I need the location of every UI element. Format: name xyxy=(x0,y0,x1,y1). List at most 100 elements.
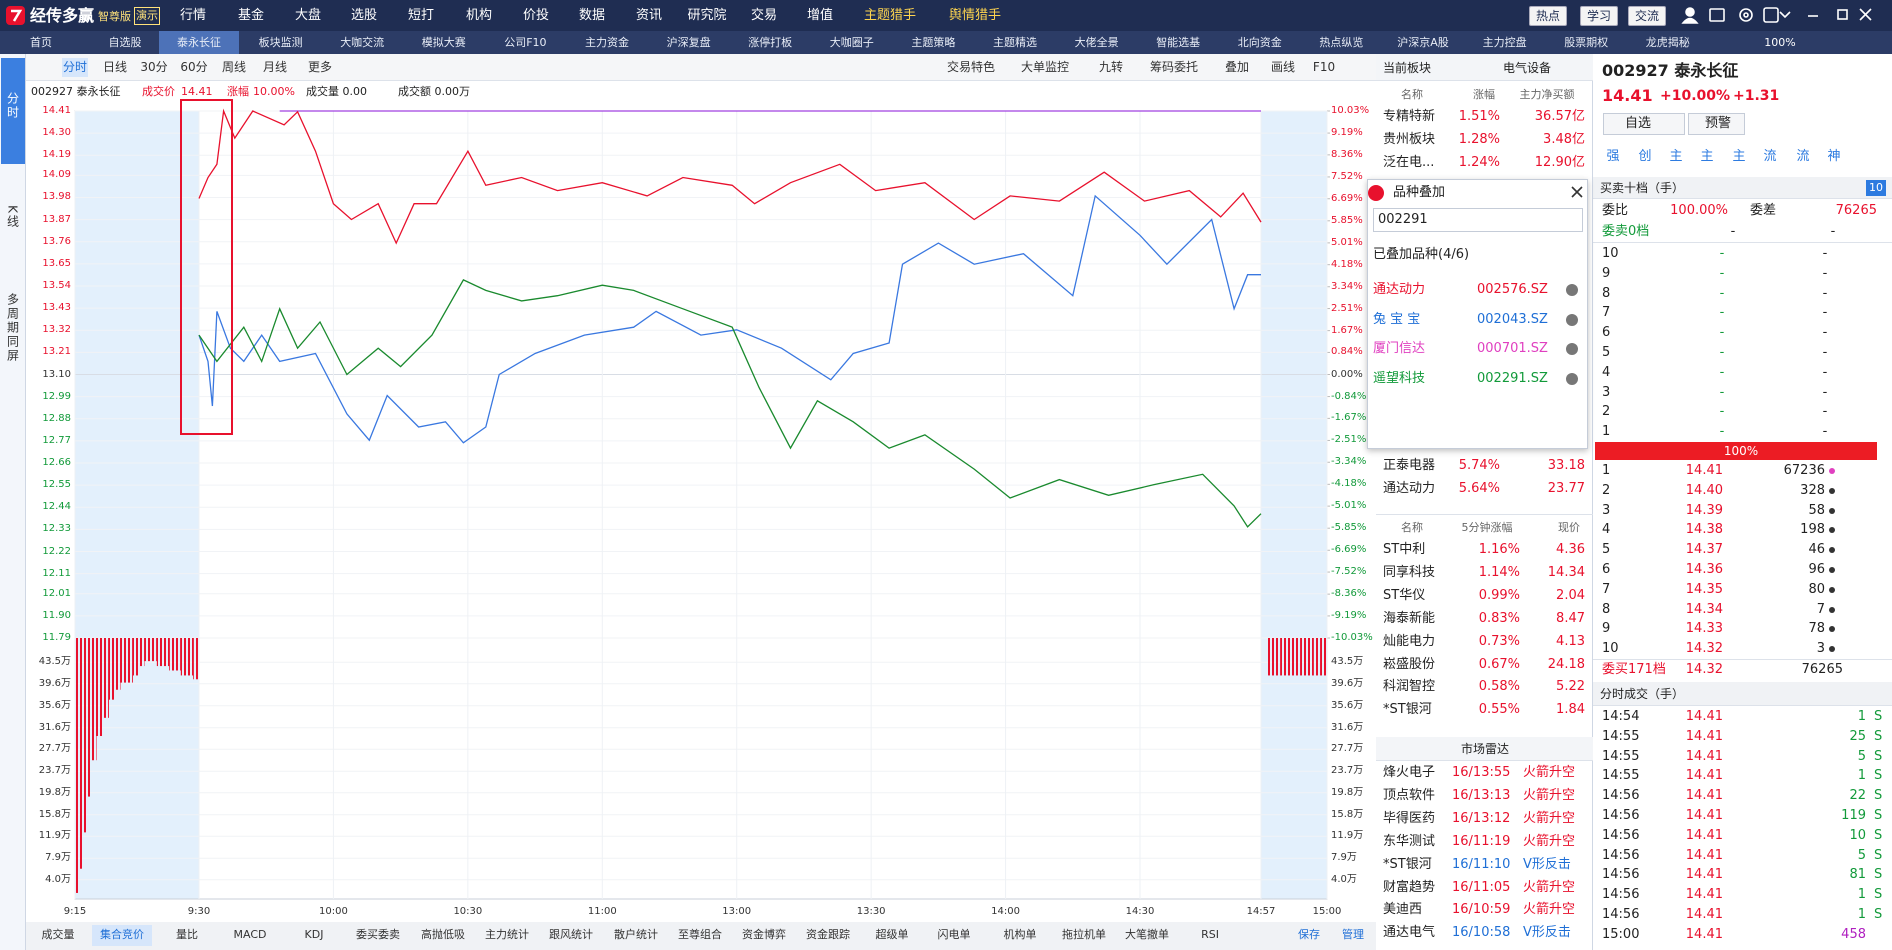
period-button[interactable]: 月线 xyxy=(262,60,288,74)
tab[interactable]: 热点纵览 xyxy=(1319,36,1364,49)
indicator-action[interactable]: 保存 xyxy=(1298,928,1320,941)
menu-item[interactable]: 机构 xyxy=(465,8,493,23)
tool-button[interactable]: F10 xyxy=(1312,60,1336,74)
menu-item[interactable]: 交易 xyxy=(750,8,778,23)
side-tab[interactable]: 多周期同屏 xyxy=(5,293,20,363)
period-button[interactable]: 日线 xyxy=(102,60,128,74)
active-period[interactable] xyxy=(62,58,88,77)
tab[interactable]: 涨停打板 xyxy=(748,36,793,49)
period-button[interactable]: 30分 xyxy=(140,60,168,74)
menu-item[interactable]: 资讯 xyxy=(635,8,663,23)
tab[interactable]: 主题精选 xyxy=(993,36,1037,49)
menu-item[interactable]: 舆情猎手 xyxy=(948,8,1002,23)
indicator-tab[interactable]: 大笔撤单 xyxy=(1125,928,1169,941)
menu-item[interactable]: 数据 xyxy=(578,8,606,23)
tab[interactable]: 大佬全景 xyxy=(1074,36,1119,49)
tab[interactable]: 股票期权 xyxy=(1564,36,1609,49)
tab[interactable]: 大咖圈子 xyxy=(829,36,874,49)
active-indicator[interactable] xyxy=(92,925,152,946)
menu-item[interactable]: 短打 xyxy=(407,8,435,23)
tab[interactable]: 沪深京A股 xyxy=(1397,36,1449,49)
alert-label[interactable]: 预警 xyxy=(1705,116,1732,131)
indicator-action[interactable]: 管理 xyxy=(1342,928,1364,941)
tab[interactable]: 沪深复盘 xyxy=(666,36,711,49)
remove-overlay[interactable] xyxy=(1566,343,1578,355)
period-button[interactable]: 分时 xyxy=(62,60,88,74)
active-tab[interactable] xyxy=(159,31,239,54)
tab[interactable]: 主题策略 xyxy=(911,36,956,49)
feature-icon[interactable]: 主 xyxy=(1700,149,1714,164)
top-button-label[interactable]: 学习 xyxy=(1586,9,1612,23)
feature-icon[interactable]: 主 xyxy=(1732,149,1746,164)
feature-icon[interactable]: 强 xyxy=(1606,149,1620,164)
tab[interactable]: 北向资金 xyxy=(1237,36,1282,49)
indicator-tab[interactable]: 至尊组合 xyxy=(678,928,722,941)
tab[interactable]: 主力资金 xyxy=(585,36,629,49)
indicator-tab[interactable]: 跟风统计 xyxy=(549,928,593,941)
indicator-tab[interactable]: 成交量 xyxy=(41,928,75,941)
menu-item[interactable]: 大盘 xyxy=(294,8,322,23)
indicator-tab[interactable]: 主力统计 xyxy=(485,928,529,941)
feature-icon[interactable]: 神 xyxy=(1827,149,1841,164)
tool-button[interactable]: 九转 xyxy=(1098,60,1124,74)
indicator-tab[interactable]: 散户统计 xyxy=(614,928,658,941)
tab[interactable]: 板块监测 xyxy=(258,36,303,49)
indicator-tab[interactable]: KDJ xyxy=(304,928,324,941)
indicator-tab[interactable]: 委买委卖 xyxy=(356,928,400,941)
menu-item[interactable]: 基金 xyxy=(237,8,265,23)
period-button[interactable]: 周线 xyxy=(221,60,247,74)
tab[interactable]: 自选股 xyxy=(108,36,142,49)
indicator-tab[interactable]: 高抛低吸 xyxy=(421,928,465,941)
active-side-tab[interactable] xyxy=(1,58,25,164)
period-button[interactable]: 更多 xyxy=(307,60,333,74)
tab[interactable]: 智能选基 xyxy=(1156,36,1201,49)
tool-button[interactable]: 筹码委托 xyxy=(1149,60,1199,74)
indicator-tab[interactable]: 资金博弈 xyxy=(742,928,786,941)
top-button[interactable] xyxy=(1628,6,1666,26)
tool-button[interactable]: 画线 xyxy=(1270,60,1296,74)
feature-icon[interactable]: 流 xyxy=(1763,149,1777,164)
top-button[interactable] xyxy=(1529,6,1567,26)
indicator-tab[interactable]: 集合竞价 xyxy=(100,928,144,941)
feature-icon[interactable]: 流 xyxy=(1796,149,1810,164)
indicator-tab[interactable]: 超级单 xyxy=(875,928,909,941)
tool-button[interactable]: 大单监控 xyxy=(1020,60,1070,74)
side-tab[interactable]: K线 xyxy=(5,205,20,229)
add-watch[interactable] xyxy=(1603,113,1685,135)
menu-item[interactable]: 价投 xyxy=(522,8,550,23)
indicator-tab[interactable]: 闪电单 xyxy=(937,928,971,941)
feature-icon[interactable]: 主 xyxy=(1669,149,1683,164)
tab[interactable]: 首页 xyxy=(30,36,52,49)
tool-button[interactable]: 叠加 xyxy=(1224,60,1250,74)
menu-item[interactable]: 主题猎手 xyxy=(863,8,917,23)
side-tab[interactable]: 分时 xyxy=(5,92,20,120)
tab[interactable]: 模拟大赛 xyxy=(421,36,466,49)
code-input[interactable] xyxy=(1373,208,1583,232)
menu-item[interactable]: 行情 xyxy=(179,8,207,23)
indicator-tab[interactable]: 资金跟踪 xyxy=(806,928,850,941)
remove-overlay[interactable] xyxy=(1566,372,1578,385)
tool-button[interactable]: 交易特色 xyxy=(946,60,996,74)
menu-item[interactable]: 选股 xyxy=(350,8,378,23)
add-watch-label[interactable]: 自选 xyxy=(1625,116,1652,131)
indicator-tab[interactable]: MACD xyxy=(233,928,267,941)
tab[interactable]: 主力控盘 xyxy=(1482,36,1527,49)
menu-item[interactable]: 增值 xyxy=(806,8,834,23)
feature-icon[interactable]: 创 xyxy=(1638,149,1652,164)
top-button[interactable] xyxy=(1580,6,1618,26)
indicator-tab[interactable]: RSI xyxy=(1201,928,1219,941)
top-button-label[interactable]: 热点 xyxy=(1535,9,1561,23)
tab[interactable]: 大咖交流 xyxy=(340,36,385,49)
top-button-label[interactable]: 交流 xyxy=(1634,9,1660,23)
tab[interactable]: 泰永长征 xyxy=(177,36,221,49)
code-input-value[interactable]: 002291 xyxy=(1378,212,1428,227)
menu-item[interactable]: 研究院 xyxy=(687,8,727,23)
tab[interactable]: 龙虎揭秘 xyxy=(1645,36,1690,49)
indicator-tab[interactable]: 量比 xyxy=(176,928,198,941)
alert-button[interactable] xyxy=(1688,113,1745,135)
remove-overlay[interactable] xyxy=(1566,284,1578,296)
tab[interactable]: 公司F10 xyxy=(504,36,547,49)
period-button[interactable]: 60分 xyxy=(180,60,208,74)
indicator-tab[interactable]: 机构单 xyxy=(1003,928,1037,941)
remove-overlay[interactable] xyxy=(1566,313,1578,326)
